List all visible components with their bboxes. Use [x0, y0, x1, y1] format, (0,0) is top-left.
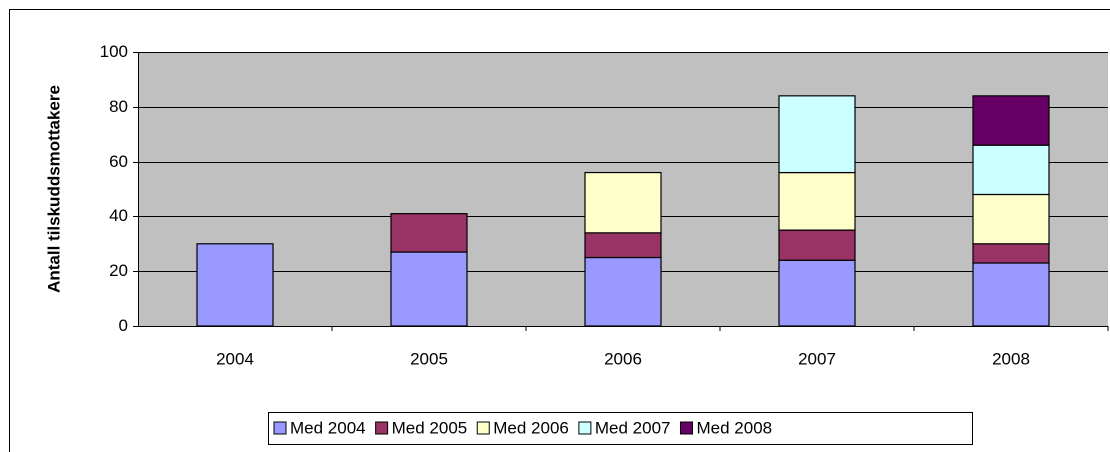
bar-segment	[972, 193, 1050, 245]
x-tick-label: 2005	[410, 349, 448, 368]
legend-label: Med 2006	[493, 418, 569, 437]
legend-swatch	[476, 421, 490, 435]
bar-segment	[584, 232, 662, 259]
bar-segment	[778, 95, 856, 174]
legend-label: Med 2007	[595, 418, 671, 437]
bar-segment	[972, 144, 1050, 196]
legend-swatch	[578, 421, 592, 435]
x-tick-label: 2008	[992, 349, 1030, 368]
legend-label: Med 2005	[392, 418, 468, 437]
bar-segment	[390, 213, 468, 253]
y-tick-label: 80	[109, 97, 128, 116]
bar-segment	[778, 171, 856, 231]
legend-swatch	[273, 421, 287, 435]
legend-label: Med 2004	[290, 418, 366, 437]
bar-segment	[972, 262, 1050, 327]
legend-label: Med 2008	[697, 418, 773, 437]
bar-segment	[584, 171, 662, 234]
bar-segment	[972, 243, 1050, 264]
y-tick-label: 0	[119, 316, 128, 335]
bar-segment	[972, 95, 1050, 146]
y-tick-label: 40	[109, 206, 128, 225]
bar-segment	[584, 256, 662, 327]
legend-swatch	[375, 421, 389, 435]
y-tick-label: 20	[109, 261, 128, 280]
bar-segment	[390, 251, 468, 327]
x-tick-label: 2004	[216, 349, 254, 368]
x-tick-label: 2007	[798, 349, 836, 368]
y-tick-label: 60	[109, 152, 128, 171]
bar-segment	[196, 243, 274, 327]
legend-swatch	[680, 421, 693, 435]
bar-segment	[778, 259, 856, 327]
y-tick-label: 100	[100, 42, 128, 61]
bar-segment	[778, 229, 856, 261]
y-axis-label: Antall tilskuddsmottakere	[44, 85, 63, 293]
x-tick-label: 2006	[604, 349, 642, 368]
